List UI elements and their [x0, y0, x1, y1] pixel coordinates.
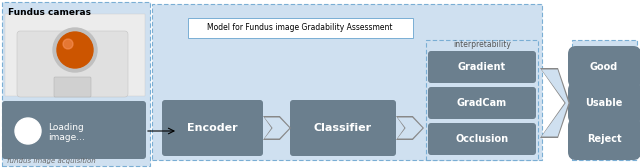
- FancyBboxPatch shape: [428, 87, 536, 119]
- Text: Fundus cameras: Fundus cameras: [8, 8, 91, 17]
- Text: Occlusion: Occlusion: [456, 134, 509, 144]
- Circle shape: [15, 118, 41, 144]
- Text: Encoder: Encoder: [187, 123, 237, 133]
- FancyBboxPatch shape: [54, 77, 91, 97]
- FancyBboxPatch shape: [568, 118, 640, 160]
- Polygon shape: [264, 117, 289, 138]
- FancyBboxPatch shape: [572, 40, 637, 160]
- FancyBboxPatch shape: [152, 4, 542, 160]
- FancyBboxPatch shape: [5, 14, 145, 96]
- Text: image...: image...: [48, 133, 85, 141]
- Polygon shape: [540, 68, 570, 138]
- FancyBboxPatch shape: [428, 123, 536, 155]
- Text: Good: Good: [590, 62, 618, 72]
- FancyBboxPatch shape: [162, 100, 263, 156]
- Text: Gradient: Gradient: [458, 62, 506, 72]
- Text: Model for Fundus image Gradability Assessment: Model for Fundus image Gradability Asses…: [207, 24, 393, 32]
- FancyBboxPatch shape: [290, 100, 396, 156]
- Text: Loading: Loading: [48, 122, 84, 132]
- Circle shape: [57, 32, 93, 68]
- Polygon shape: [541, 70, 568, 136]
- FancyBboxPatch shape: [426, 40, 538, 160]
- Text: Usable: Usable: [586, 98, 623, 108]
- FancyBboxPatch shape: [428, 51, 536, 83]
- FancyBboxPatch shape: [2, 2, 150, 166]
- Text: interpretability: interpretability: [453, 40, 511, 49]
- Circle shape: [63, 39, 73, 49]
- Text: GradCam: GradCam: [457, 98, 507, 108]
- Polygon shape: [397, 117, 422, 138]
- Circle shape: [53, 28, 97, 72]
- Polygon shape: [396, 116, 424, 140]
- Polygon shape: [263, 116, 291, 140]
- FancyBboxPatch shape: [568, 82, 640, 124]
- FancyBboxPatch shape: [2, 101, 146, 159]
- Text: Reject: Reject: [587, 134, 621, 144]
- FancyBboxPatch shape: [188, 18, 413, 38]
- FancyBboxPatch shape: [568, 46, 640, 88]
- Text: Classifier: Classifier: [314, 123, 372, 133]
- FancyBboxPatch shape: [17, 31, 128, 97]
- Text: fundus image acquisition: fundus image acquisition: [7, 158, 96, 164]
